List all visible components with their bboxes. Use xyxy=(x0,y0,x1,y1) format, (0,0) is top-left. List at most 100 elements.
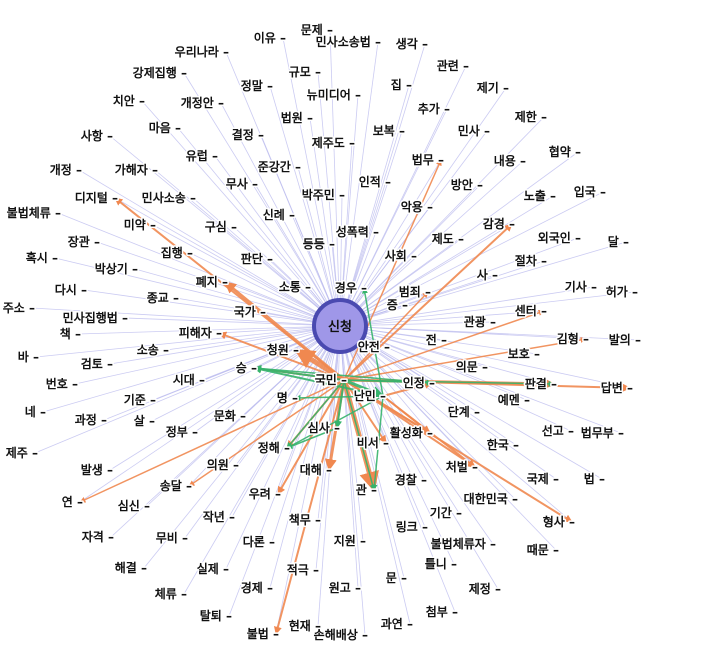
node-label-탈퇴[interactable]: 탈퇴 – xyxy=(198,607,233,625)
node-label-경찰[interactable]: 경찰 – xyxy=(393,471,428,489)
node-label-내용[interactable]: 내용 – xyxy=(492,152,527,170)
node-label-문[interactable]: 문 – xyxy=(384,570,408,587)
node-label-판결[interactable]: 판결 – xyxy=(523,375,558,393)
node-label-관[interactable]: 관 – xyxy=(354,481,378,499)
node-label-번호[interactable]: 번호 – xyxy=(44,375,79,393)
node-label-지원[interactable]: 지원 – xyxy=(332,532,367,550)
node-label-장관[interactable]: 장관 – xyxy=(66,233,101,251)
node-label-악용[interactable]: 악용 – xyxy=(399,198,434,216)
node-label-현재[interactable]: 현재 – xyxy=(287,617,322,635)
node-label-결정[interactable]: 결정 – xyxy=(230,126,265,144)
node-label-판단[interactable]: 판단 – xyxy=(239,250,274,268)
node-label-청원[interactable]: 청원 – xyxy=(265,341,300,359)
node-label-활성화[interactable]: 활성화 – xyxy=(388,424,434,442)
node-label-김형[interactable]: 김형 – xyxy=(555,330,590,348)
node-label-불법[interactable]: 불법 – xyxy=(245,625,280,643)
node-label-소송[interactable]: 소송 – xyxy=(135,342,170,359)
node-label-사회[interactable]: 사회 – xyxy=(383,247,418,265)
node-label-다론[interactable]: 다론 – xyxy=(241,533,276,551)
node-label-추가[interactable]: 추가 – xyxy=(416,100,451,118)
node-label-무사[interactable]: 무사 – xyxy=(224,175,259,193)
node-label-법[interactable]: 법 – xyxy=(582,470,606,488)
node-label-민사집행법[interactable]: 민사집행법 – xyxy=(61,309,129,327)
node-label-소통[interactable]: 소통 – xyxy=(277,278,312,296)
node-label-개정안[interactable]: 개정안 – xyxy=(179,94,225,112)
node-label-정부[interactable]: 정부 – xyxy=(164,423,199,441)
node-label-송달[interactable]: 송달 – xyxy=(158,478,193,495)
node-label-사항[interactable]: 사항 – xyxy=(79,127,114,145)
node-label-비서[interactable]: 비서 – xyxy=(355,434,390,452)
node-label-이유[interactable]: 이유 – xyxy=(252,29,287,47)
node-label-마음[interactable]: 마음 – xyxy=(147,119,182,137)
node-label-전[interactable]: 전 – xyxy=(424,331,448,349)
node-label-법무부[interactable]: 법무부 – xyxy=(579,424,625,442)
node-label-원고[interactable]: 원고 – xyxy=(327,580,362,597)
node-label-외국인[interactable]: 외국인 – xyxy=(536,229,582,247)
node-label-우리나라[interactable]: 우리나라 – xyxy=(173,43,230,61)
node-label-허가[interactable]: 허가 – xyxy=(604,283,639,301)
node-label-검토[interactable]: 검토 – xyxy=(79,355,114,373)
node-label-생각[interactable]: 생각 – xyxy=(394,35,429,53)
node-label-국민[interactable]: 국민 – xyxy=(313,371,348,389)
node-label-구심[interactable]: 구심 – xyxy=(203,218,238,236)
node-label-제주[interactable]: 제주 – xyxy=(4,445,39,462)
node-label-자격[interactable]: 자격 – xyxy=(80,528,115,546)
node-label-유럽[interactable]: 유럽 – xyxy=(184,148,219,165)
node-label-한국[interactable]: 한국 – xyxy=(485,436,520,454)
node-label-국가[interactable]: 국가 – xyxy=(232,303,267,321)
node-label-보호[interactable]: 보호 – xyxy=(506,346,541,363)
node-label-달[interactable]: 달 – xyxy=(606,234,630,251)
hub-node[interactable]: 신청 xyxy=(312,298,368,354)
node-label-경제[interactable]: 경제 – xyxy=(239,580,274,597)
node-label-범죄[interactable]: 범죄 – xyxy=(397,283,432,301)
node-label-민사소송법[interactable]: 민사소송법 – xyxy=(314,33,382,51)
node-label-다시[interactable]: 다시 – xyxy=(53,281,88,299)
node-label-체류[interactable]: 체류 – xyxy=(153,585,188,603)
node-label-경우[interactable]: 경우 – xyxy=(333,280,368,297)
node-label-틀니[interactable]: 틀니 – xyxy=(423,555,458,573)
node-label-기준[interactable]: 기준 – xyxy=(122,391,157,409)
node-label-준강간[interactable]: 준강간 – xyxy=(256,158,302,176)
node-label-규모[interactable]: 규모 – xyxy=(287,64,322,81)
node-label-법무[interactable]: 법무 – xyxy=(410,151,445,169)
node-label-답변[interactable]: 답변 – xyxy=(599,379,634,397)
node-label-절차[interactable]: 절차 – xyxy=(513,252,548,270)
node-label-명[interactable]: 명 – xyxy=(275,390,299,407)
node-label-디지털[interactable]: 디지털 – xyxy=(73,189,119,207)
node-label-사[interactable]: 사 – xyxy=(475,266,499,284)
node-label-인적[interactable]: 인적 – xyxy=(357,173,392,191)
node-label-주소[interactable]: 주소 – xyxy=(1,300,36,317)
node-label-강제집행[interactable]: 강제집행 – xyxy=(131,64,188,82)
node-label-과정[interactable]: 과정 – xyxy=(73,411,108,429)
node-label-센터[interactable]: 센터 – xyxy=(513,302,548,320)
node-label-신례[interactable]: 신례 – xyxy=(261,206,296,224)
node-label-예멘[interactable]: 예멘 – xyxy=(496,391,531,409)
node-label-정말[interactable]: 정말 – xyxy=(239,77,274,95)
hub-circle[interactable] xyxy=(312,298,368,354)
node-label-작년[interactable]: 작년 – xyxy=(201,508,236,526)
node-label-형사[interactable]: 형사 – xyxy=(541,513,576,531)
node-label-국제[interactable]: 국제 – xyxy=(525,471,560,488)
node-label-발의[interactable]: 발의 – xyxy=(607,331,642,349)
node-label-실제[interactable]: 실제 – xyxy=(195,560,230,578)
node-label-성폭력[interactable]: 성폭력 – xyxy=(334,224,380,241)
node-label-집행[interactable]: 집행 – xyxy=(159,244,194,262)
node-label-입국[interactable]: 입국 – xyxy=(572,184,607,201)
node-label-살[interactable]: 살 – xyxy=(132,413,156,430)
node-label-치안[interactable]: 치안 – xyxy=(111,92,146,110)
node-label-무비[interactable]: 무비 – xyxy=(154,529,189,547)
node-label-관광[interactable]: 관광 – xyxy=(462,313,497,331)
node-label-제주도[interactable]: 제주도 – xyxy=(310,135,356,152)
node-label-과연[interactable]: 과연 – xyxy=(379,615,414,633)
node-label-피해자[interactable]: 피해자 – xyxy=(177,324,223,342)
node-label-종교[interactable]: 종교 – xyxy=(145,290,180,307)
node-label-단계[interactable]: 단계 – xyxy=(446,403,481,421)
node-label-심사[interactable]: 심사 – xyxy=(306,419,341,437)
node-label-네[interactable]: 네 – xyxy=(23,403,47,421)
node-label-불법체류[interactable]: 불법체류 – xyxy=(5,204,62,222)
node-label-뉴미디어[interactable]: 뉴미디어 – xyxy=(305,86,362,104)
node-label-혹시[interactable]: 혹시 – xyxy=(24,249,59,267)
node-label-발생[interactable]: 발생 – xyxy=(79,461,114,479)
node-label-가해자[interactable]: 가해자 – xyxy=(113,161,159,179)
node-label-기간[interactable]: 기간 – xyxy=(428,504,463,522)
